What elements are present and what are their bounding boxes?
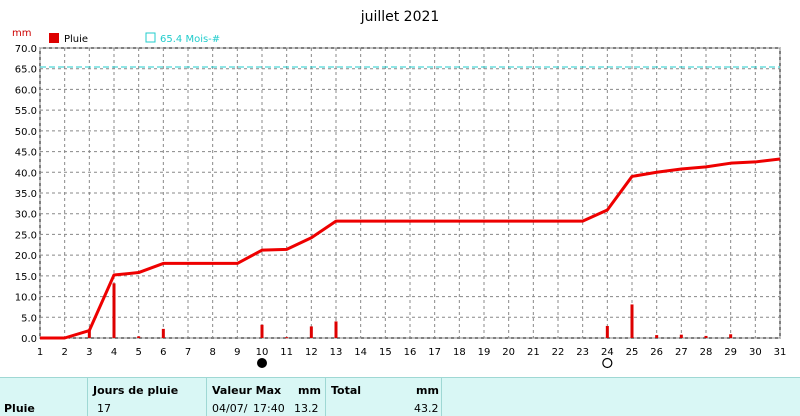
x-tick-label: 23 — [576, 347, 589, 358]
cumulative-line-group — [40, 157, 781, 340]
y-tick-label: 60.0 — [15, 85, 37, 96]
chart-title: juillet 2021 — [360, 9, 440, 25]
summary-row-label: Pluie — [4, 402, 35, 415]
rain-chart: juillet 2021 mm Pluie 65.4 Mois-# 0.0 5.0… — [12, 9, 787, 369]
summary-separator — [87, 378, 88, 416]
x-tick-label: 4 — [111, 347, 117, 358]
daily-rain-bar — [87, 330, 91, 338]
grid — [39, 47, 781, 339]
x-tick-label: 25 — [626, 347, 639, 358]
daily-rain-bar — [161, 328, 165, 338]
y-tick-label: 55.0 — [15, 106, 37, 117]
daily-bars — [87, 283, 733, 339]
y-tick-label: 65.0 — [15, 65, 37, 76]
daily-rain-bar — [137, 336, 141, 338]
y-tick-label: 50.0 — [15, 127, 37, 138]
y-tick-label: 25.0 — [15, 230, 37, 241]
y-tick-label: 10.0 — [15, 293, 37, 304]
y-tick-label: 20.0 — [15, 251, 37, 262]
daily-rain-bar — [729, 334, 733, 338]
total-value: 43.2 — [414, 402, 439, 415]
daily-rain-bar — [655, 335, 659, 338]
x-tick-label: 29 — [724, 347, 737, 358]
y-tick-label: 15.0 — [15, 272, 37, 283]
x-tick-label: 15 — [379, 347, 392, 358]
daily-rain-bar — [309, 326, 313, 338]
daily-rain-bar — [704, 335, 708, 338]
legend-label-mois: 65.4 Mois-# — [160, 34, 220, 45]
x-tick-label: 14 — [354, 347, 367, 358]
y-tick-label: 30.0 — [15, 210, 37, 221]
daily-rain-bar — [334, 321, 338, 338]
max-time: 17:40 — [253, 402, 285, 415]
x-tick-label: 22 — [552, 347, 565, 358]
x-tick-label: 31 — [774, 347, 787, 358]
x-tick-label: 2 — [61, 347, 67, 358]
x-tick-label: 28 — [700, 347, 713, 358]
summary-separator — [325, 378, 326, 416]
max-date: 04/07/ — [212, 402, 248, 415]
y-tick-label: 70.0 — [15, 44, 37, 55]
max-value: 13.2 — [294, 402, 319, 415]
x-tick-label: 10 — [256, 347, 269, 358]
total-header: Total — [331, 384, 362, 397]
legend-swatch-pluie — [49, 33, 59, 43]
x-tick-label: 11 — [280, 347, 293, 358]
summary-separator — [206, 378, 207, 416]
y-tick-label: 5.0 — [21, 313, 37, 324]
x-tick-label: 19 — [478, 347, 491, 358]
x-tick-label: 9 — [234, 347, 240, 358]
y-axis-unit: mm — [12, 28, 31, 39]
max-header: Valeur Max — [212, 384, 282, 397]
y-tick-label: 40.0 — [15, 168, 37, 179]
x-tick-label: 7 — [185, 347, 191, 358]
cumulative-rain-line — [40, 157, 781, 340]
legend-swatch-mois — [145, 32, 156, 43]
daily-rain-bar — [260, 324, 264, 338]
daily-rain-bar — [679, 334, 683, 338]
x-tick-label: 8 — [209, 347, 215, 358]
x-tick-label: 1 — [37, 347, 43, 358]
daily-rain-bar — [112, 283, 116, 338]
x-tick-label: 13 — [330, 347, 343, 358]
x-tick-label: 27 — [675, 347, 688, 358]
x-tick-label: 18 — [453, 347, 466, 358]
x-tick-label: 30 — [749, 347, 762, 358]
moon-phase-markers — [257, 357, 613, 369]
daily-rain-bar — [630, 304, 634, 338]
y-tick-label: 0.0 — [21, 334, 37, 345]
daily-rain-bar — [605, 325, 609, 338]
x-tick-label: 20 — [502, 347, 515, 358]
x-tick-label: 12 — [305, 347, 318, 358]
x-tick-label: 16 — [404, 347, 417, 358]
y-tick-label: 45.0 — [15, 148, 37, 159]
rain-days-header: Jours de pluie — [93, 384, 179, 397]
daily-rain-bar — [285, 337, 289, 339]
x-tick-label: 17 — [428, 347, 441, 358]
summary-table: Jours de pluie Valeur Max mm Total mm Pl… — [0, 377, 800, 416]
summary-separator — [441, 378, 442, 416]
x-tick-label: 26 — [650, 347, 663, 358]
max-unit: mm — [298, 384, 321, 397]
y-tick-labels: 0.0 5.0 10.0 15.0 20.0 25.0 30.0 35.0 40.0 45.0 50… — [15, 44, 37, 345]
total-unit: mm — [416, 384, 439, 397]
y-tick-label: 35.0 — [15, 189, 37, 200]
x-tick-label: 21 — [527, 347, 540, 358]
new-moon-icon — [257, 358, 267, 368]
x-tick-label: 5 — [135, 347, 141, 358]
x-tick-labels: 1 2 3 4 5 6 7 8 9 10 11 12 13 14 15 16 17 18 19 20 21 22 23 24 2… — [37, 347, 787, 358]
x-tick-label: 6 — [160, 347, 166, 358]
x-tick-label: 24 — [601, 347, 614, 358]
full-moon-icon — [602, 357, 613, 369]
x-tick-label: 3 — [86, 347, 92, 358]
rain-days-value: 17 — [97, 402, 111, 415]
legend-label-pluie: Pluie — [64, 34, 88, 45]
